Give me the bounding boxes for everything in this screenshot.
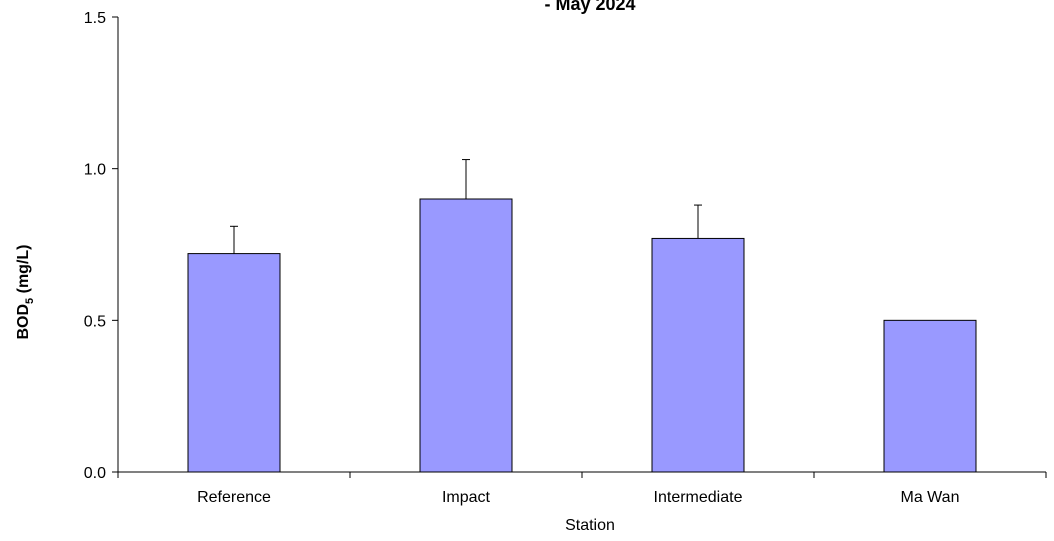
y-tick-label: 1.5	[84, 10, 106, 27]
y-tick-label: 0.0	[84, 465, 106, 482]
y-axis-title: BOD5 (mg/L)	[15, 244, 36, 339]
bar-reference	[187, 253, 281, 473]
bar-impact	[419, 198, 513, 473]
chart-title: - May 2024	[544, 0, 635, 14]
y-tick-label: 0.5	[84, 313, 106, 330]
x-tick-label: Impact	[442, 489, 491, 506]
x-tick-label: Ma Wan	[901, 489, 960, 506]
plot-area: Reference Impact Intermediate Ma Wan 0.0 0.5 1…	[84, 10, 1047, 506]
x-tick-label: Reference	[197, 489, 271, 506]
y-axis-title-main: BOD	[15, 304, 32, 340]
y-axis-title-subscript: 5	[24, 298, 36, 304]
bar-ma-wan	[883, 319, 977, 473]
x-tick-label: Intermediate	[654, 489, 743, 506]
x-axis-title: Station	[565, 517, 615, 534]
bar-intermediate	[651, 237, 745, 473]
y-axis-title-suffix: (mg/L)	[15, 244, 32, 297]
y-tick-label: 1.0	[84, 162, 106, 179]
